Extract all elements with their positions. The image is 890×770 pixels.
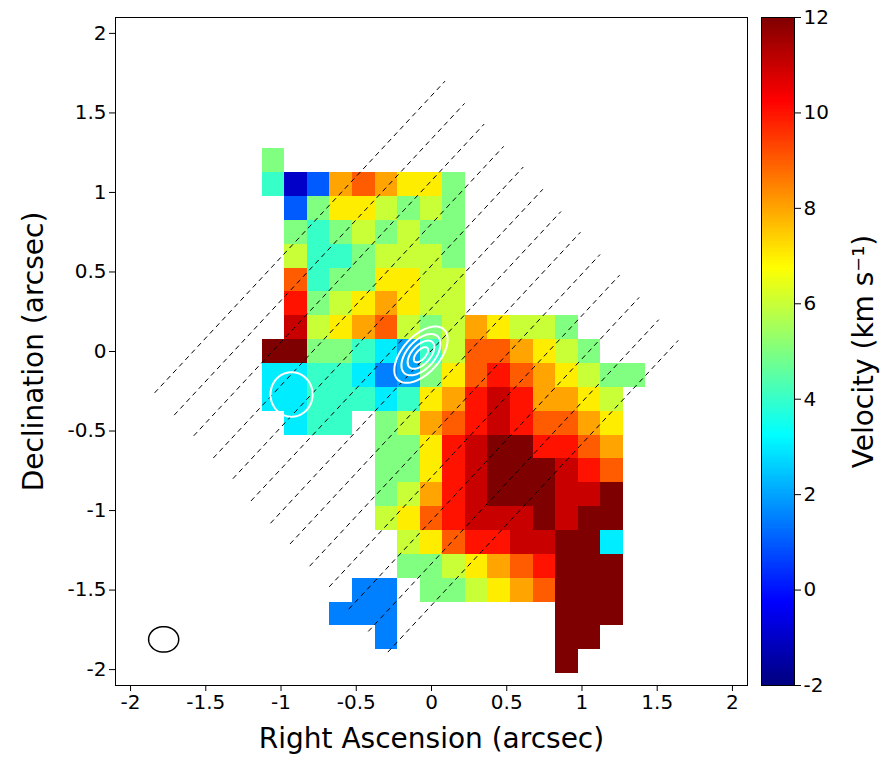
svg-text:0.5: 0.5 xyxy=(491,690,523,714)
svg-text:0: 0 xyxy=(425,690,438,714)
svg-text:0: 0 xyxy=(94,339,107,363)
svg-text:0: 0 xyxy=(804,577,817,601)
svg-text:-1: -1 xyxy=(271,690,291,714)
svg-text:1.5: 1.5 xyxy=(75,100,107,124)
svg-text:Declination (arcsec): Declination (arcsec) xyxy=(17,212,50,492)
svg-text:8: 8 xyxy=(804,196,817,220)
svg-text:-2: -2 xyxy=(804,673,824,697)
svg-text:-1.5: -1.5 xyxy=(186,690,225,714)
svg-text:2: 2 xyxy=(804,482,817,506)
svg-text:2: 2 xyxy=(726,690,739,714)
svg-text:10: 10 xyxy=(804,100,829,124)
svg-text:1: 1 xyxy=(576,690,589,714)
svg-text:0.5: 0.5 xyxy=(75,259,107,283)
svg-text:2: 2 xyxy=(94,21,107,45)
svg-text:4: 4 xyxy=(804,387,817,411)
svg-text:-2: -2 xyxy=(87,657,107,681)
svg-text:-1: -1 xyxy=(87,498,107,522)
svg-text:1.5: 1.5 xyxy=(641,690,673,714)
svg-text:-0.5: -0.5 xyxy=(337,690,376,714)
svg-text:6: 6 xyxy=(804,291,817,315)
svg-text:-0.5: -0.5 xyxy=(67,418,106,442)
svg-text:-2: -2 xyxy=(121,690,141,714)
svg-text:Velocity (km s⁻¹): Velocity (km s⁻¹) xyxy=(847,235,880,469)
svg-text:12: 12 xyxy=(804,5,829,29)
svg-text:Right Ascension (arcsec): Right Ascension (arcsec) xyxy=(259,722,604,755)
svg-text:1: 1 xyxy=(94,180,107,204)
svg-text:-1.5: -1.5 xyxy=(67,577,106,601)
